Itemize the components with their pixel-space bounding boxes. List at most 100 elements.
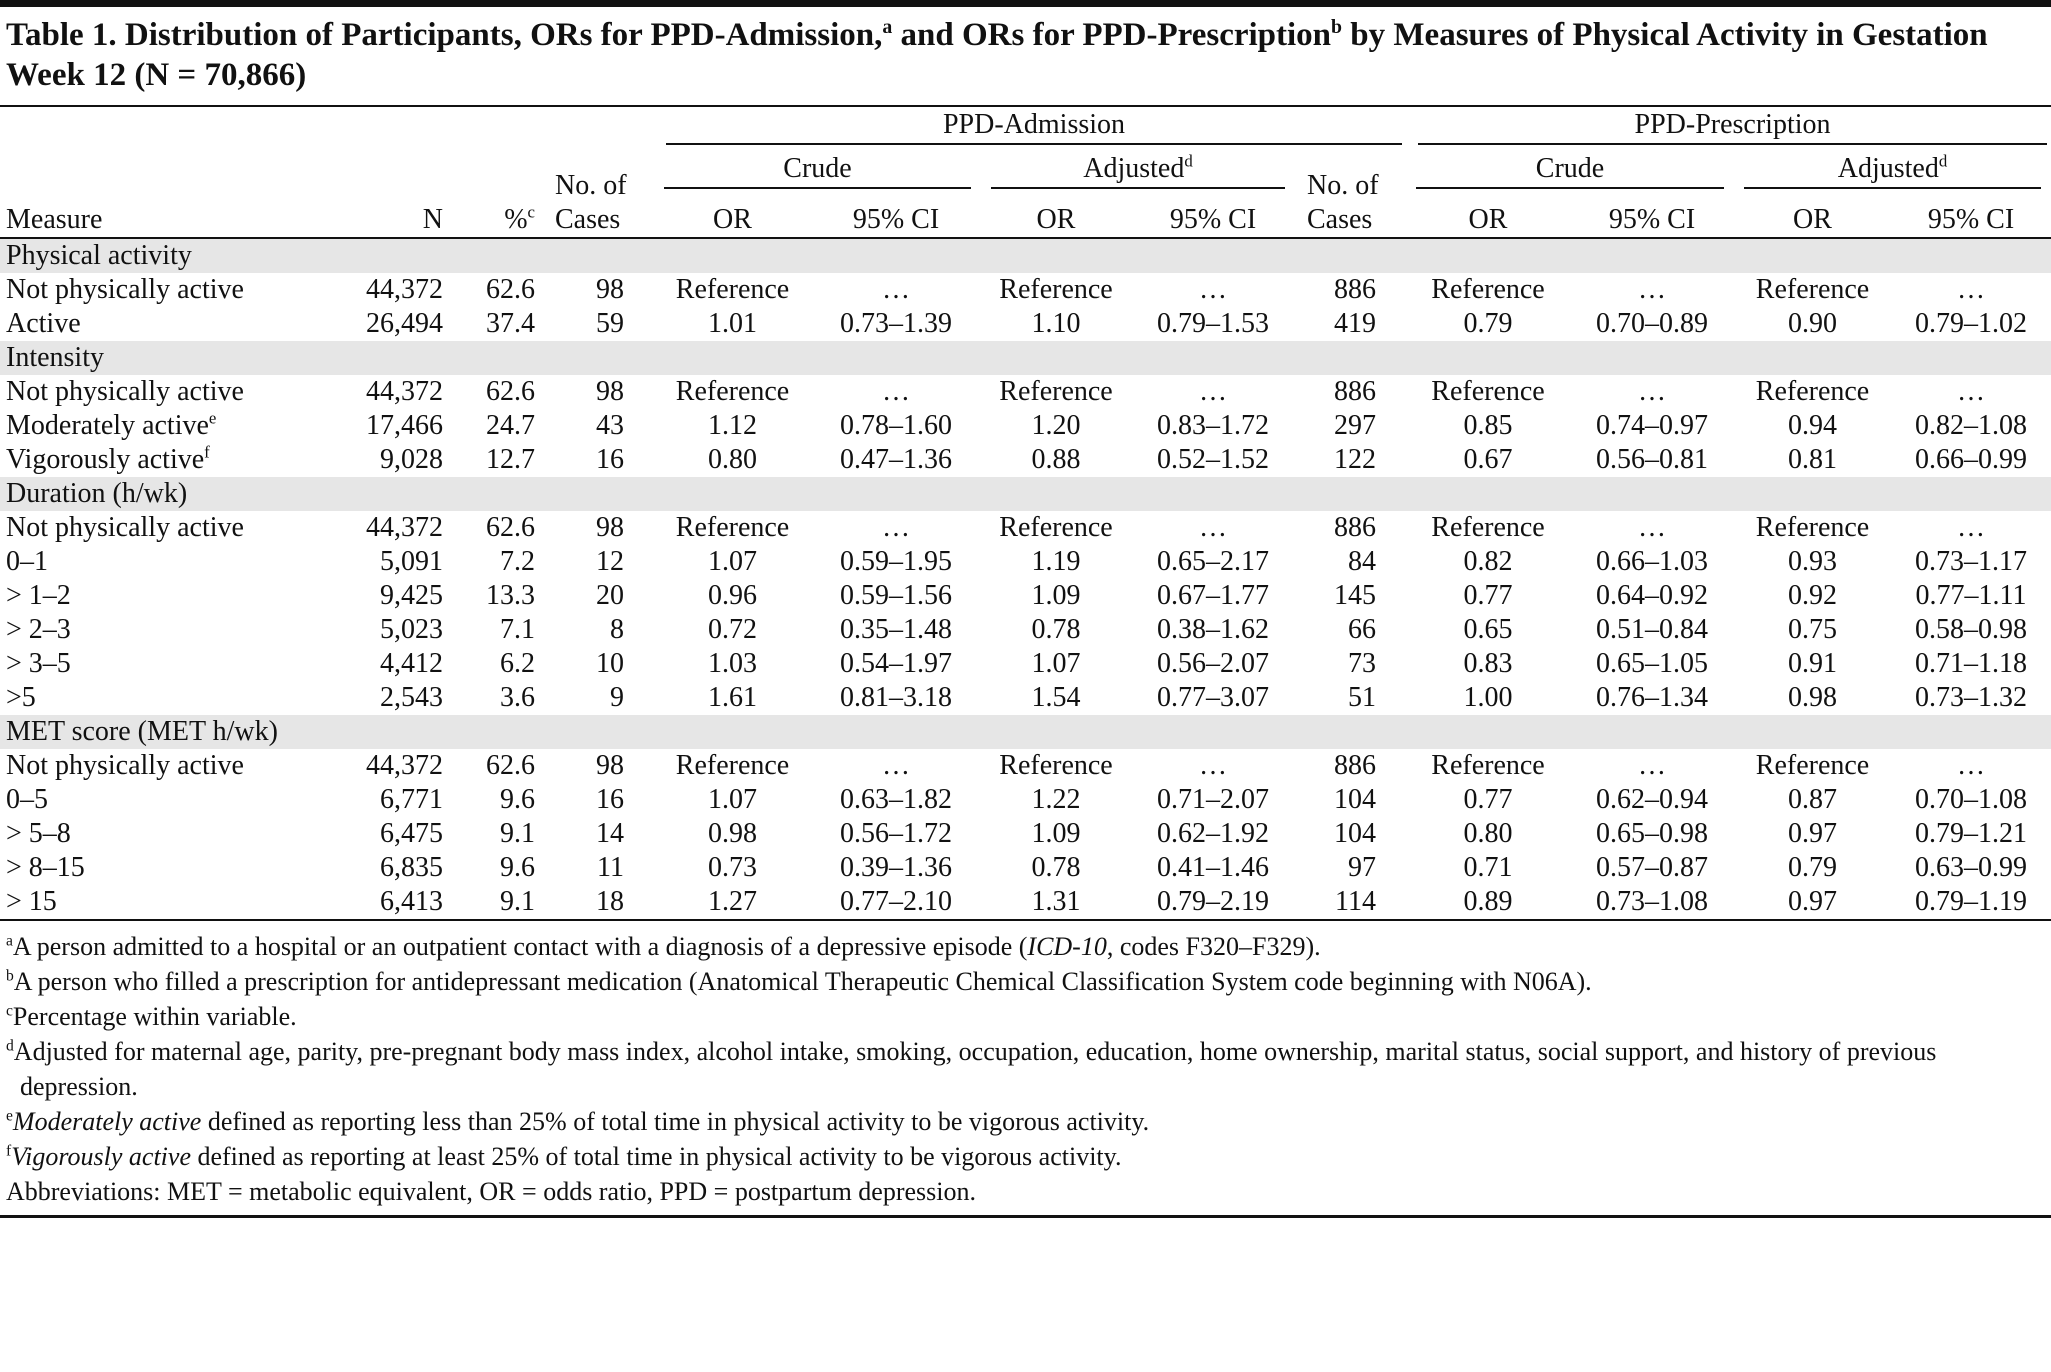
header-cell <box>0 107 654 149</box>
cell: 0.66–1.03 <box>1596 546 1708 577</box>
column-header: No. of Cases <box>1295 149 1406 238</box>
column-header: 95% CI <box>1891 193 2051 238</box>
group-title: PPD-Prescription <box>1418 107 2047 145</box>
column-header: Measure <box>0 149 340 238</box>
section-label: Physical activity <box>0 238 2051 273</box>
cell: 0.82–1.08 <box>1915 410 2027 441</box>
column-header: OR <box>1734 193 1891 238</box>
data-row: > 5–8 6,475 9.1 14 0.98 0.56–1.72 1.09 0.62–1.9… <box>0 817 2051 851</box>
cell: Reference <box>675 376 790 407</box>
cell: 44,372 <box>366 512 443 543</box>
footnote: aA person admitted to a hospital or an o… <box>6 929 2045 964</box>
subgroup-header: Adjustedd <box>981 149 1295 193</box>
cell: 0.78 <box>1031 852 1081 883</box>
footnote-text: Adjusted for maternal age, parity, pre-p… <box>13 1037 1937 1101</box>
cell: Reference <box>675 512 790 543</box>
cell: 0.65–2.17 <box>1157 546 1269 577</box>
cell: 6,771 <box>380 784 443 815</box>
row-label-text: 0–5 <box>6 784 48 815</box>
title-text: by Measures of Physical Activity in Gest… <box>6 17 1988 93</box>
cell: 7.2 <box>500 546 535 577</box>
row-label: > 15 <box>0 885 340 920</box>
subgroup-text: Adjusted <box>1083 153 1185 184</box>
cell: 0.78 <box>1031 614 1081 645</box>
row-label: Not physically active <box>0 375 340 409</box>
cases-header: No. of Cases <box>1307 170 1379 235</box>
cell: 0.87 <box>1788 784 1837 815</box>
cell: 297 <box>1334 410 1376 441</box>
cell: 0.77–3.07 <box>1157 682 1269 713</box>
header-row: OR 95% CI OR 95% CI OR 95% CI OR 95% CI <box>0 193 2051 238</box>
cell: … <box>1199 274 1227 305</box>
column-header: OR <box>1406 193 1570 238</box>
cell: 1.31 <box>1031 886 1081 917</box>
cell: 886 <box>1334 274 1376 305</box>
cell: 62.6 <box>486 512 535 543</box>
cell: 1.10 <box>1031 308 1081 339</box>
cell: 145 <box>1334 580 1376 611</box>
cell: 1.07 <box>1031 648 1081 679</box>
cell: 13.3 <box>486 580 535 611</box>
column-header: 95% CI <box>1131 193 1295 238</box>
footnote-mark: d <box>1184 151 1193 171</box>
footnote: cPercentage within variable. <box>6 999 2045 1034</box>
row-label-text: Moderately active <box>6 410 209 441</box>
cell: 0.72 <box>708 614 757 645</box>
cell: 1.54 <box>1031 682 1081 713</box>
column-header: 95% CI <box>1570 193 1734 238</box>
cell: 1.00 <box>1463 682 1513 713</box>
cell: 0.73–1.32 <box>1915 682 2027 713</box>
cell: 6.2 <box>500 648 535 679</box>
cell: 6,413 <box>380 886 443 917</box>
footnote-italic: Moderately active <box>12 1107 202 1136</box>
cell: 11 <box>597 852 624 883</box>
cell: 0.62–0.94 <box>1596 784 1708 815</box>
cell: Reference <box>1755 376 1870 407</box>
cell: 886 <box>1334 376 1376 407</box>
table-title: Table 1. Distribution of Participants, O… <box>0 7 2051 107</box>
cell: 0.54–1.97 <box>840 648 952 679</box>
footnote-mark: f <box>6 1142 12 1160</box>
row-label-text: Not physically active <box>6 512 244 543</box>
cell: 0.98 <box>1788 682 1837 713</box>
column-header: N <box>340 149 451 238</box>
section-row: Physical activity <box>0 238 2051 273</box>
cell: 16 <box>596 444 624 475</box>
column-label: OR <box>1468 204 1508 235</box>
cell: 0.47–1.36 <box>840 444 952 475</box>
cell: 0.73–1.08 <box>1596 886 1708 917</box>
row-label: >5 <box>0 681 340 715</box>
cell: 0.63–1.82 <box>840 784 952 815</box>
cases-header: No. of Cases <box>555 170 627 235</box>
cell: 0.70–0.89 <box>1596 308 1708 339</box>
cell: 0.80 <box>708 444 757 475</box>
cell: 6,475 <box>380 818 443 849</box>
cell: 62.6 <box>486 750 535 781</box>
row-label: Vigorously activef <box>0 443 340 477</box>
cell: 0.59–1.56 <box>840 580 952 611</box>
subgroup-label: Crude <box>664 151 971 189</box>
footnote: Abbreviations: MET = metabolic equivalen… <box>6 1174 2045 1209</box>
cell: 62.6 <box>486 376 535 407</box>
cell: 12 <box>596 546 624 577</box>
cell: 12.7 <box>486 444 535 475</box>
cell: … <box>882 376 910 407</box>
cell: 0.97 <box>1788 886 1837 917</box>
cell: 2,543 <box>380 682 443 713</box>
cell: 84 <box>1348 546 1376 577</box>
column-label: 95% CI <box>1608 204 1696 235</box>
title-text: Table 1. Distribution of Participants, O… <box>6 17 883 53</box>
footnote-italic: ICD-10 <box>1027 932 1107 961</box>
cell: 44,372 <box>366 750 443 781</box>
cell: 122 <box>1334 444 1376 475</box>
cell: 97 <box>1348 852 1376 883</box>
section-row: Intensity <box>0 341 2051 375</box>
row-label-text: 0–1 <box>6 546 48 577</box>
cell: 0.67 <box>1463 444 1513 475</box>
cell: 0.70–1.08 <box>1915 784 2027 815</box>
cell: 0.73–1.17 <box>1915 546 2027 577</box>
footnote-text: defined as reporting at least 25% of tot… <box>190 1142 1122 1171</box>
row-label: Moderately activee <box>0 409 340 443</box>
cell: 1.20 <box>1031 410 1081 441</box>
cell: 0.91 <box>1788 648 1837 679</box>
